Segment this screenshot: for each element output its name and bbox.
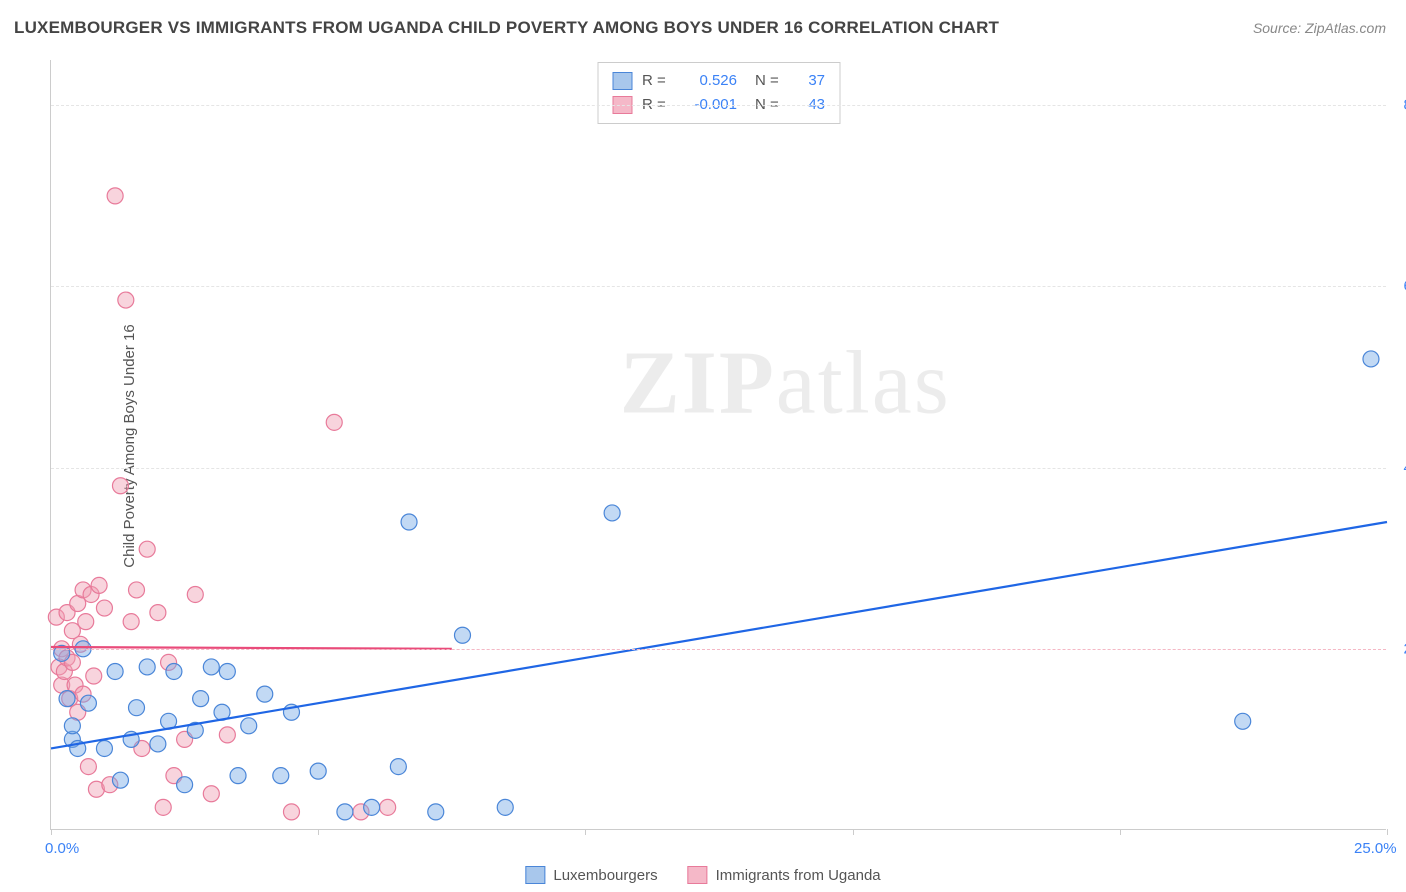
data-point bbox=[337, 804, 353, 820]
data-point bbox=[219, 663, 235, 679]
x-tick-mark bbox=[585, 829, 586, 835]
data-point bbox=[112, 478, 128, 494]
chart-title: LUXEMBOURGER VS IMMIGRANTS FROM UGANDA C… bbox=[14, 18, 999, 38]
y-tick-label: 20.0% bbox=[1391, 640, 1406, 657]
data-point bbox=[80, 695, 96, 711]
x-tick-label: 25.0% bbox=[1354, 840, 1397, 857]
data-point bbox=[78, 614, 94, 630]
data-point bbox=[80, 759, 96, 775]
data-point bbox=[129, 582, 145, 598]
legend-item: Luxembourgers bbox=[525, 866, 657, 884]
data-point bbox=[230, 768, 246, 784]
x-tick-mark bbox=[51, 829, 52, 835]
data-point bbox=[497, 799, 513, 815]
gridline bbox=[51, 105, 1386, 106]
data-point bbox=[203, 659, 219, 675]
data-point bbox=[123, 614, 139, 630]
data-point bbox=[155, 799, 171, 815]
data-point bbox=[257, 686, 273, 702]
data-point bbox=[364, 799, 380, 815]
data-point bbox=[326, 414, 342, 430]
n-label: N = bbox=[755, 69, 785, 93]
data-point bbox=[203, 786, 219, 802]
data-point bbox=[112, 772, 128, 788]
data-point bbox=[96, 740, 112, 756]
data-point bbox=[390, 759, 406, 775]
legend-label: Luxembourgers bbox=[553, 867, 657, 884]
data-point bbox=[64, 718, 80, 734]
stats-row: R = 0.526 N = 37 bbox=[612, 69, 825, 93]
data-point bbox=[401, 514, 417, 530]
n-value: 37 bbox=[795, 69, 825, 93]
stats-box: R =0.526N =37R =-0.001N =43 bbox=[597, 62, 840, 124]
data-point bbox=[1235, 713, 1251, 729]
data-point bbox=[91, 577, 107, 593]
data-point bbox=[273, 768, 289, 784]
legend-swatch bbox=[688, 866, 708, 884]
trend-line bbox=[51, 522, 1387, 748]
legend-label: Immigrants from Uganda bbox=[716, 867, 881, 884]
x-tick-mark bbox=[1387, 829, 1388, 835]
data-point bbox=[129, 700, 145, 716]
data-point bbox=[150, 736, 166, 752]
y-tick-label: 80.0% bbox=[1391, 97, 1406, 114]
data-point bbox=[241, 718, 257, 734]
data-point bbox=[1363, 351, 1379, 367]
data-point bbox=[193, 691, 209, 707]
data-point bbox=[139, 659, 155, 675]
legend-item: Immigrants from Uganda bbox=[688, 866, 881, 884]
gridline bbox=[51, 468, 1386, 469]
data-point bbox=[86, 668, 102, 684]
r-value: 0.526 bbox=[682, 69, 737, 93]
data-point bbox=[454, 627, 470, 643]
data-point bbox=[118, 292, 134, 308]
x-tick-mark bbox=[853, 829, 854, 835]
data-point bbox=[150, 605, 166, 621]
data-point bbox=[96, 600, 112, 616]
data-point bbox=[219, 727, 235, 743]
chart-svg bbox=[51, 60, 1386, 829]
y-tick-label: 40.0% bbox=[1391, 459, 1406, 476]
data-point bbox=[283, 804, 299, 820]
data-point bbox=[166, 663, 182, 679]
bottom-legend: Luxembourgers Immigrants from Uganda bbox=[525, 866, 880, 884]
plot-area: ZIPatlas R =0.526N =37R =-0.001N =43 20.… bbox=[50, 60, 1386, 830]
legend-swatch bbox=[612, 72, 632, 90]
x-tick-label: 0.0% bbox=[45, 840, 79, 857]
data-point bbox=[604, 505, 620, 521]
gridline bbox=[51, 286, 1386, 287]
data-point bbox=[59, 691, 75, 707]
data-point bbox=[310, 763, 326, 779]
r-label: R = bbox=[642, 69, 672, 93]
data-point bbox=[107, 188, 123, 204]
data-point bbox=[428, 804, 444, 820]
data-point bbox=[177, 777, 193, 793]
data-point bbox=[380, 799, 396, 815]
y-tick-label: 60.0% bbox=[1391, 278, 1406, 295]
data-point bbox=[187, 586, 203, 602]
source-label: Source: ZipAtlas.com bbox=[1253, 20, 1386, 36]
x-tick-mark bbox=[1120, 829, 1121, 835]
pink-dashed-line bbox=[51, 649, 1386, 650]
legend-swatch bbox=[525, 866, 545, 884]
data-point bbox=[139, 541, 155, 557]
x-tick-mark bbox=[318, 829, 319, 835]
data-point bbox=[107, 663, 123, 679]
